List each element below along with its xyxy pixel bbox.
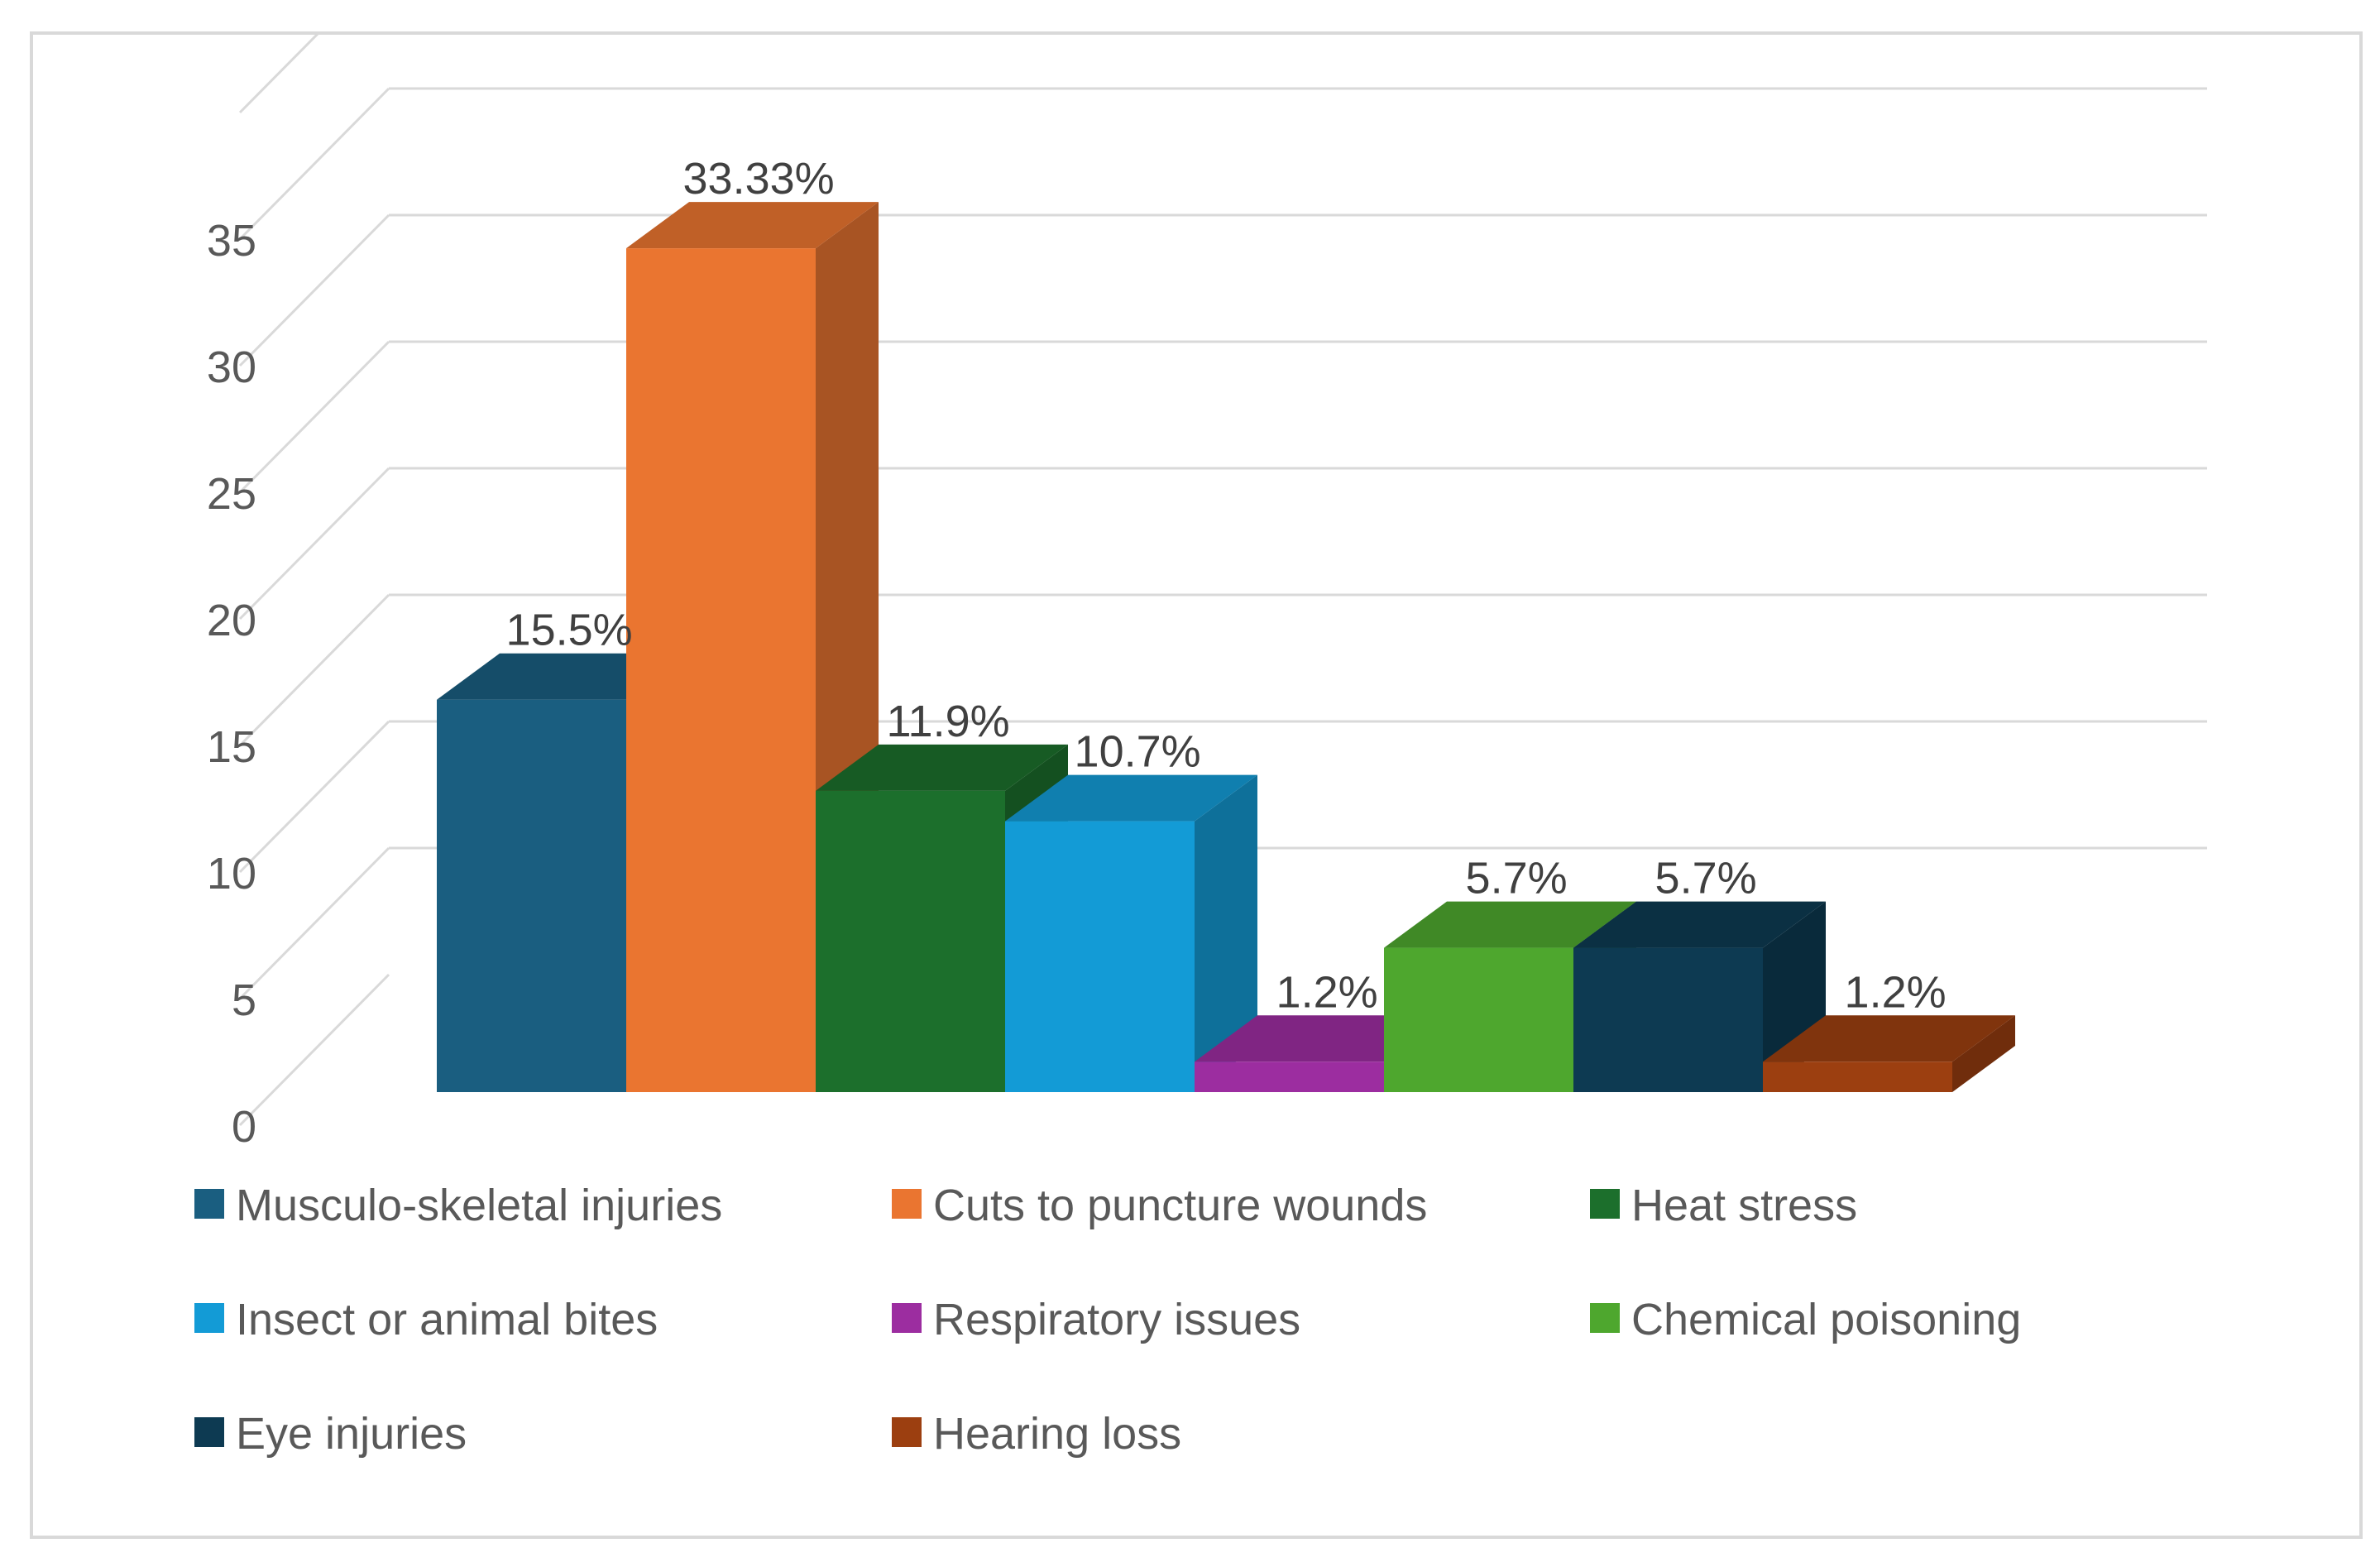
bar-top-face	[626, 202, 879, 249]
gridline-diagonal	[238, 720, 390, 874]
legend-label: Insect or animal bites	[236, 1295, 658, 1344]
bars	[437, 202, 2015, 1092]
bar-top-face	[1005, 774, 1257, 822]
bar-top-face	[816, 744, 1068, 791]
legend-swatch	[892, 1417, 922, 1447]
bar-front-face	[1763, 1061, 1952, 1092]
bar-4	[1005, 774, 1257, 1092]
data-label: 5.7%	[1655, 854, 1757, 903]
legend-label: Respiratory issues	[933, 1295, 1300, 1344]
gridline-diagonal	[238, 846, 390, 1000]
y-tick-label: 0	[232, 1102, 256, 1152]
bar-top-face	[1763, 1015, 2015, 1062]
legend-item: Insect or animal bites	[194, 1295, 658, 1344]
chart: 0 5 10 15 20 25 30 35 15.5% 33.33% 11.9% 10.7% 1.2%…	[194, 35, 2207, 1459]
y-tick-label: 20	[207, 596, 256, 645]
legend-label: Heat stress	[1631, 1181, 1857, 1230]
bar-8	[1763, 1015, 2015, 1092]
legend-swatch	[194, 1189, 224, 1219]
legend-item: Respiratory issues	[892, 1295, 1300, 1344]
bar-top-face	[1573, 901, 1826, 948]
bar-top-face	[1384, 901, 1636, 948]
bar-front-face	[1573, 947, 1763, 1092]
legend: Musculo-skeletal injuries Cuts to punctur…	[194, 1181, 2021, 1459]
legend-label: Eye injuries	[236, 1409, 467, 1459]
legend-item: Hearing loss	[892, 1409, 1181, 1459]
y-tick-label: 10	[207, 849, 256, 899]
data-label: 11.9%	[887, 697, 1010, 746]
y-tick-label: 30	[207, 343, 256, 392]
data-labels: 15.5% 33.33% 11.9% 10.7% 1.2% 5.7% 5.7% 1.2%	[506, 154, 1947, 1017]
y-axis: 0 5 10 15 20 25 30 35	[207, 216, 256, 1152]
legend-swatch	[194, 1417, 224, 1447]
gridline-diagonal	[238, 340, 390, 494]
legend-item: Eye injuries	[194, 1409, 467, 1459]
gridline-diagonal	[238, 213, 390, 367]
y-tick-label: 15	[207, 722, 256, 772]
legend-item: Musculo-skeletal injuries	[194, 1181, 722, 1230]
legend-swatch	[892, 1189, 922, 1219]
gridline-diagonal	[238, 593, 390, 747]
bar-front-face	[1195, 1061, 1384, 1092]
gridline-diagonal	[238, 87, 390, 241]
bar-front-face	[816, 790, 1005, 1092]
legend-swatch	[1590, 1303, 1620, 1333]
chart-frame: 0 5 10 15 20 25 30 35 15.5% 33.33% 11.9% 10.7% 1.2%…	[30, 31, 2363, 1539]
gridline-diagonal	[238, 35, 319, 114]
bar-front-face	[1384, 947, 1573, 1092]
data-label: 33.33%	[683, 154, 835, 204]
bar-7	[1573, 901, 1826, 1092]
bar-front-face	[1005, 821, 1195, 1092]
legend-swatch	[1590, 1189, 1620, 1219]
data-label: 5.7%	[1466, 854, 1568, 903]
bar-side-face	[1952, 1015, 2015, 1092]
data-label: 15.5%	[506, 606, 633, 655]
legend-label: Cuts to puncture wounds	[933, 1181, 1427, 1230]
legend-item: Chemical poisoning	[1590, 1295, 2021, 1344]
y-tick-label: 25	[207, 469, 256, 519]
legend-label: Chemical poisoning	[1631, 1295, 2021, 1344]
legend-swatch	[892, 1303, 922, 1333]
bar-top-face	[437, 653, 689, 700]
legend-swatch	[194, 1303, 224, 1333]
bar-front-face	[626, 248, 816, 1092]
gridline-diagonal	[238, 467, 390, 621]
data-label: 1.2%	[1276, 967, 1378, 1017]
legend-item: Cuts to puncture wounds	[892, 1181, 1427, 1230]
bar-side-face	[1195, 774, 1257, 1092]
y-tick-label: 5	[232, 975, 256, 1025]
gridline-diagonal	[238, 973, 390, 1127]
bar-front-face	[437, 699, 626, 1092]
data-label: 1.2%	[1845, 967, 1947, 1017]
bar-top-face	[1195, 1015, 1447, 1062]
legend-label: Hearing loss	[933, 1409, 1181, 1459]
legend-item: Heat stress	[1590, 1181, 1857, 1230]
y-tick-label: 35	[207, 216, 256, 266]
data-label: 10.7%	[1075, 727, 1201, 777]
legend-label: Musculo-skeletal injuries	[236, 1181, 722, 1230]
